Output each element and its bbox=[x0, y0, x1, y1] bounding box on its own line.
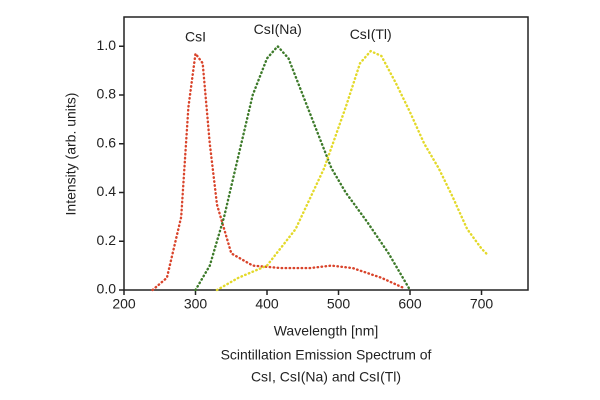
y-tick-label: 0.8 bbox=[97, 86, 117, 102]
y-tick-label: 0.4 bbox=[97, 183, 117, 199]
caption: Scintillation Emission Spectrum of bbox=[221, 347, 432, 363]
series-label: CsI bbox=[185, 28, 206, 44]
y-tick-label: 1.0 bbox=[97, 37, 117, 53]
x-tick-label: 700 bbox=[470, 296, 494, 312]
series-line bbox=[215, 49, 490, 292]
y-axis-label: Intensity (arb. units) bbox=[63, 93, 79, 216]
caption: CsI, CsI(Na) and CsI(Tl) bbox=[251, 369, 401, 385]
y-tick-label: 0.6 bbox=[97, 134, 117, 150]
series-label: CsI(Tl) bbox=[350, 26, 392, 42]
x-tick-label: 300 bbox=[184, 296, 208, 312]
x-axis-label: Wavelength [nm] bbox=[274, 323, 379, 339]
series-label: CsI(Na) bbox=[254, 21, 302, 37]
y-tick-label: 0.0 bbox=[97, 281, 117, 297]
x-tick-label: 200 bbox=[112, 296, 136, 312]
x-tick-label: 600 bbox=[398, 296, 422, 312]
plot-frame bbox=[123, 16, 529, 291]
series-line bbox=[151, 52, 405, 292]
series-line bbox=[194, 45, 412, 292]
y-tick-label: 0.2 bbox=[97, 232, 117, 248]
x-tick-label: 500 bbox=[327, 296, 351, 312]
x-tick-label: 400 bbox=[255, 296, 279, 312]
